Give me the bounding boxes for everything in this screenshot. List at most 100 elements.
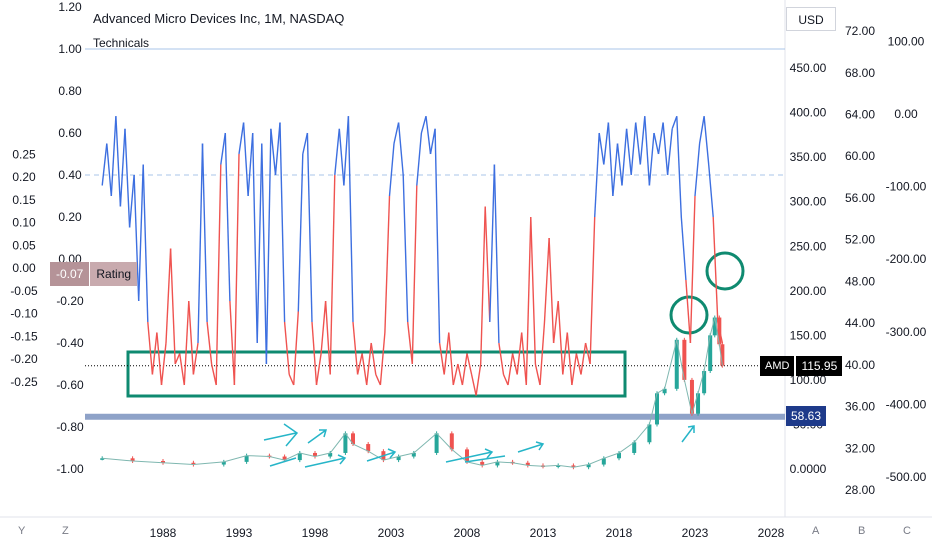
x-tick-label: 2013 — [530, 526, 557, 540]
axis-a-letter[interactable]: A — [812, 525, 819, 537]
rating-series-segment — [353, 322, 358, 375]
rating-series-segment — [248, 133, 253, 196]
rating-series-segment — [494, 165, 499, 344]
price-tick-label: 350.00 — [790, 150, 827, 164]
rating-tick-label: -0.80 — [56, 420, 84, 434]
rating-series-segment — [613, 144, 618, 197]
rating-series-segment — [431, 129, 436, 154]
rating-series-segment — [371, 343, 376, 375]
rating-series-segment — [380, 333, 385, 386]
rating-series-segment — [203, 144, 208, 323]
rating-series-segment — [162, 343, 167, 385]
rating-series-segment — [239, 123, 244, 155]
rating-series-segment — [166, 249, 171, 344]
rating-series-segment — [348, 116, 353, 322]
b-axis-tick-label: 28.00 — [845, 483, 875, 497]
rating-series-segment — [262, 144, 267, 365]
c-axis-tick-label: 100.00 — [888, 34, 925, 48]
rating-series-segment — [576, 354, 581, 375]
ticker-label: AMD — [760, 356, 794, 376]
far-left-tick-label: -0.25 — [10, 375, 38, 389]
rating-series-segment — [184, 301, 189, 385]
rating-series-segment — [476, 364, 481, 396]
last-price-label: 115.95 — [796, 356, 842, 376]
b-axis-tick-label: 48.00 — [845, 274, 875, 288]
rating-series-segment — [672, 116, 677, 129]
rating-series-segment — [522, 333, 527, 386]
rating-series-segment — [618, 144, 623, 186]
rating-series-segment — [253, 133, 258, 343]
rating-series-segment — [358, 354, 363, 375]
rating-series-segment — [458, 364, 463, 385]
consolidation-box[interactable] — [128, 352, 625, 396]
rating-series-segment — [608, 123, 613, 197]
axis-z-letter[interactable]: Z — [62, 525, 69, 537]
annotation-circle-2[interactable] — [707, 253, 743, 289]
b-axis-tick-label: 60.00 — [845, 149, 875, 163]
rating-series-segment — [554, 301, 559, 343]
b-axis-tick-label: 36.00 — [845, 400, 875, 414]
rating-series-segment — [462, 354, 467, 386]
rating-series-segment — [317, 354, 322, 386]
axis-y-letter[interactable]: Y — [18, 525, 25, 537]
arrow-2 — [308, 430, 326, 443]
far-left-tick-label: -0.20 — [10, 352, 38, 366]
rating-series-segment — [499, 343, 504, 375]
rating-series-segment — [148, 322, 153, 375]
far-left-tick-label: 0.15 — [12, 193, 36, 207]
indicator-name[interactable]: Technicals — [93, 36, 149, 50]
rating-tick-label: 0.40 — [58, 168, 82, 182]
x-tick-label: 2023 — [682, 526, 709, 540]
rating-series-segment — [116, 116, 121, 206]
rating-series-segment — [339, 129, 344, 186]
price-candle — [435, 433, 439, 453]
rating-series-segment — [526, 217, 531, 385]
rating-tick-label: 1.00 — [58, 42, 82, 56]
rating-tick-label: -0.60 — [56, 378, 84, 392]
rating-tick-label: 0.80 — [58, 84, 82, 98]
rating-series-segment — [572, 354, 577, 386]
rating-series-segment — [244, 123, 249, 197]
rating-series-segment — [394, 123, 399, 144]
rating-series-segment — [467, 354, 472, 375]
rating-series-segment — [631, 123, 636, 176]
price-tick-label: 400.00 — [790, 106, 827, 120]
rating-series-segment — [440, 343, 445, 375]
rating-series-segment — [234, 154, 239, 385]
far-left-tick-label: -0.15 — [10, 329, 38, 343]
rating-series-segment — [709, 165, 714, 218]
support-level-label: 58.63 — [786, 406, 826, 426]
rating-series-segment — [449, 333, 454, 386]
rating-series-segment — [102, 144, 107, 186]
far-left-tick-label: 0.05 — [12, 238, 36, 252]
rating-series-segment — [531, 217, 536, 364]
x-tick-label: 2008 — [454, 526, 481, 540]
rating-series-segment — [695, 144, 700, 197]
rating-series-segment — [649, 133, 654, 186]
rating-series-segment — [193, 343, 198, 375]
axis-c-letter[interactable]: C — [903, 525, 911, 537]
rating-series-segment — [326, 301, 331, 375]
price-candle — [647, 424, 651, 442]
rating-badge: -0.07 Rating — [50, 262, 137, 286]
rating-series-segment — [435, 129, 440, 343]
rating-series-segment — [636, 123, 641, 165]
rating-series-segment — [485, 207, 490, 323]
rating-series-segment — [663, 123, 668, 176]
rating-value-label: -0.07 — [50, 262, 89, 286]
rating-series-segment — [408, 322, 413, 364]
arrow-3 — [305, 455, 345, 467]
rating-series-segment — [604, 123, 609, 165]
price-tick-label: 150.00 — [790, 328, 827, 342]
currency-button[interactable]: USD — [786, 7, 836, 31]
rating-tick-label: 0.60 — [58, 126, 82, 140]
rating-series-segment — [535, 364, 540, 385]
rating-series-segment — [412, 186, 417, 365]
last-price-badge: AMD 115.95 — [760, 356, 842, 376]
x-tick-label: 2003 — [378, 526, 405, 540]
axis-b-letter[interactable]: B — [858, 525, 865, 537]
rating-series-segment — [330, 175, 335, 375]
price-tick-label: 450.00 — [790, 61, 827, 75]
